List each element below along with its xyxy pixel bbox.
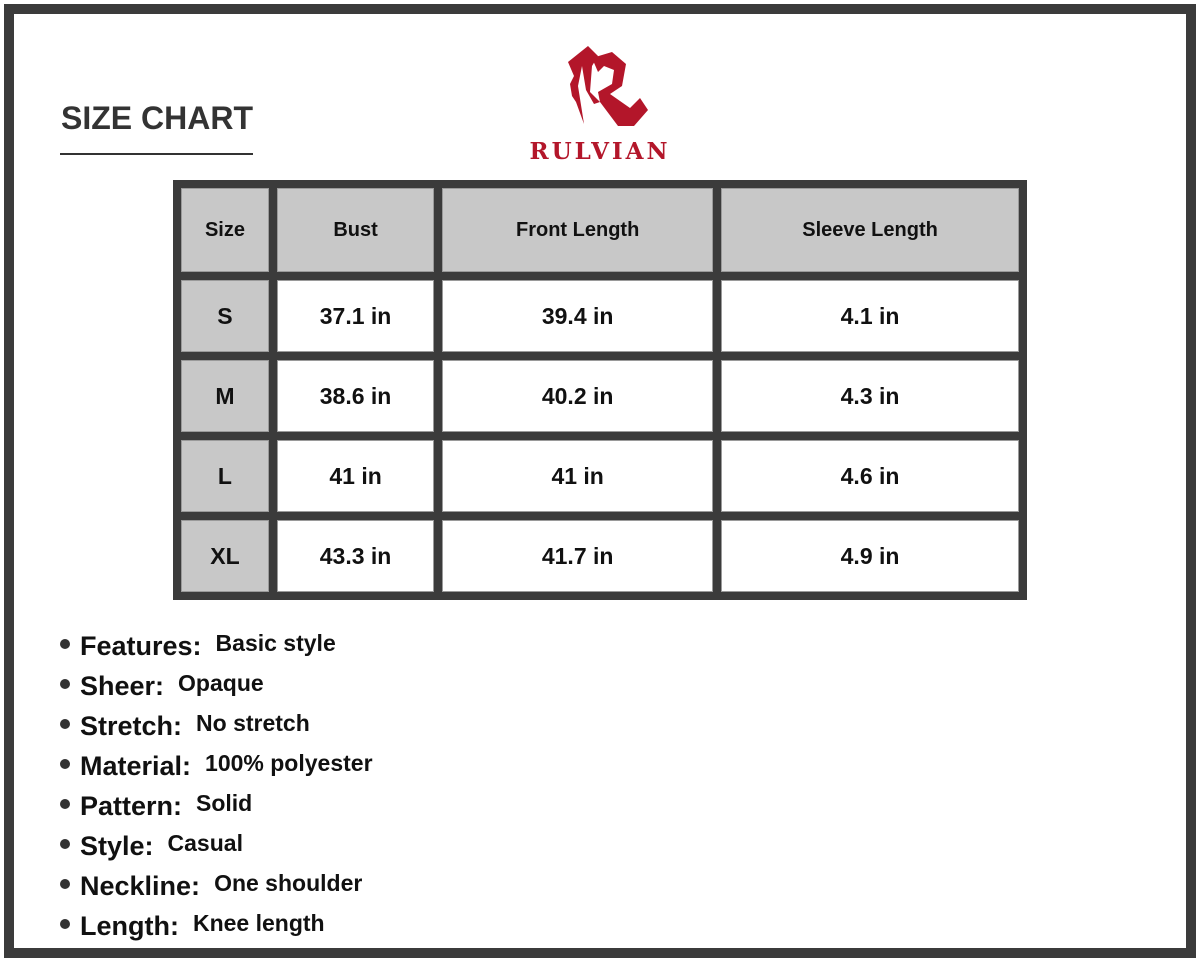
size-cell: L bbox=[181, 440, 269, 512]
size-cell: M bbox=[181, 360, 269, 432]
feature-value: Basic style bbox=[215, 629, 336, 656]
sleeve-length-cell: 4.6 in bbox=[721, 440, 1019, 512]
feature-value: No stretch bbox=[196, 709, 310, 736]
brand-name: RULVIAN bbox=[529, 138, 671, 165]
title-underline bbox=[60, 153, 253, 155]
feature-label: Neckline: bbox=[80, 870, 201, 901]
bust-cell: 41 in bbox=[276, 440, 435, 512]
feature-label: Sheer: bbox=[80, 670, 165, 701]
sleeve-length-cell: 4.3 in bbox=[721, 360, 1019, 432]
table-row: M 38.6 in 40.2 in 4.3 in bbox=[181, 360, 1019, 432]
size-table: Size Bust Front Length Sleeve Length S 3… bbox=[173, 180, 1027, 600]
page-title: SIZE CHART bbox=[61, 100, 253, 136]
bullet-icon bbox=[60, 639, 70, 649]
brand-r-mark-icon bbox=[568, 46, 648, 126]
feature-item: Features: Basic style bbox=[60, 626, 373, 666]
feature-list: Features: Basic style Sheer: Opaque Stretc… bbox=[60, 626, 373, 946]
feature-value: Casual bbox=[167, 829, 243, 856]
header-size: Size bbox=[181, 188, 269, 272]
feature-item: Length: Knee length bbox=[60, 906, 373, 946]
bullet-icon bbox=[60, 919, 70, 929]
bust-cell: 38.6 in bbox=[276, 360, 435, 432]
brand-logo: RULVIAN bbox=[520, 42, 680, 167]
sleeve-length-cell: 4.9 in bbox=[721, 520, 1019, 592]
feature-value: One shoulder bbox=[214, 869, 363, 896]
table-row: XL 43.3 in 41.7 in 4.9 in bbox=[181, 520, 1019, 592]
feature-label: Style: bbox=[80, 830, 154, 861]
feature-label: Material: bbox=[80, 750, 192, 781]
feature-item: Neckline: One shoulder bbox=[60, 866, 373, 906]
header-sleeve-length: Sleeve Length bbox=[721, 188, 1019, 272]
feature-value: 100% polyester bbox=[205, 749, 373, 776]
bullet-icon bbox=[60, 719, 70, 729]
bullet-icon bbox=[60, 799, 70, 809]
bust-cell: 37.1 in bbox=[276, 280, 435, 352]
table-row: L 41 in 41 in 4.6 in bbox=[181, 440, 1019, 512]
bullet-icon bbox=[60, 679, 70, 689]
feature-label: Features: bbox=[80, 630, 202, 661]
feature-value: Opaque bbox=[178, 669, 264, 696]
size-cell: S bbox=[181, 280, 269, 352]
feature-item: Style: Casual bbox=[60, 826, 373, 866]
feature-label: Pattern: bbox=[80, 790, 183, 821]
front-length-cell: 40.2 in bbox=[442, 360, 714, 432]
bust-cell: 43.3 in bbox=[276, 520, 435, 592]
table-row: S 37.1 in 39.4 in 4.1 in bbox=[181, 280, 1019, 352]
feature-label: Length: bbox=[80, 910, 179, 941]
feature-item: Stretch: No stretch bbox=[60, 706, 373, 746]
feature-item: Material: 100% polyester bbox=[60, 746, 373, 786]
feature-item: Sheer: Opaque bbox=[60, 666, 373, 706]
bullet-icon bbox=[60, 879, 70, 889]
size-cell: XL bbox=[181, 520, 269, 592]
front-length-cell: 41.7 in bbox=[442, 520, 714, 592]
feature-item: Pattern: Solid bbox=[60, 786, 373, 826]
feature-label: Stretch: bbox=[80, 710, 183, 741]
front-length-cell: 41 in bbox=[442, 440, 714, 512]
bullet-icon bbox=[60, 839, 70, 849]
front-length-cell: 39.4 in bbox=[442, 280, 714, 352]
feature-value: Knee length bbox=[192, 909, 325, 936]
table-header-row: Size Bust Front Length Sleeve Length bbox=[181, 188, 1019, 272]
feature-value: Solid bbox=[196, 789, 253, 816]
header-front-length: Front Length bbox=[442, 188, 714, 272]
bullet-icon bbox=[60, 759, 70, 769]
header-bust: Bust bbox=[276, 188, 435, 272]
sleeve-length-cell: 4.1 in bbox=[721, 280, 1019, 352]
